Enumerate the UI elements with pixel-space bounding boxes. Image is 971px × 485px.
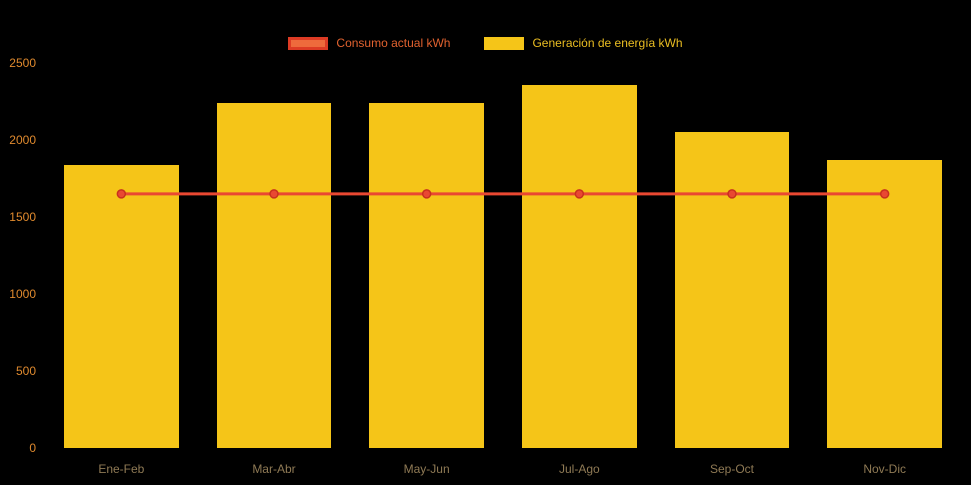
chart-legend: Consumo actual kWh Generación de energía… xyxy=(0,36,971,50)
line-point[interactable] xyxy=(881,190,889,198)
consumption-line-layer xyxy=(0,0,971,485)
legend-item-consumo-actual[interactable]: Consumo actual kWh xyxy=(288,36,450,50)
legend-label-consumo: Consumo actual kWh xyxy=(336,36,450,50)
line-point[interactable] xyxy=(575,190,583,198)
legend-swatch-consumo-icon xyxy=(288,37,328,50)
line-point[interactable] xyxy=(270,190,278,198)
line-point[interactable] xyxy=(117,190,125,198)
legend-label-generacion: Generación de energía kWh xyxy=(532,36,682,50)
line-point[interactable] xyxy=(728,190,736,198)
legend-item-generacion-energia[interactable]: Generación de energía kWh xyxy=(484,36,682,50)
legend-swatch-generacion-icon xyxy=(484,37,524,50)
energy-chart: Consumo actual kWh Generación de energía… xyxy=(0,0,971,485)
line-point[interactable] xyxy=(423,190,431,198)
